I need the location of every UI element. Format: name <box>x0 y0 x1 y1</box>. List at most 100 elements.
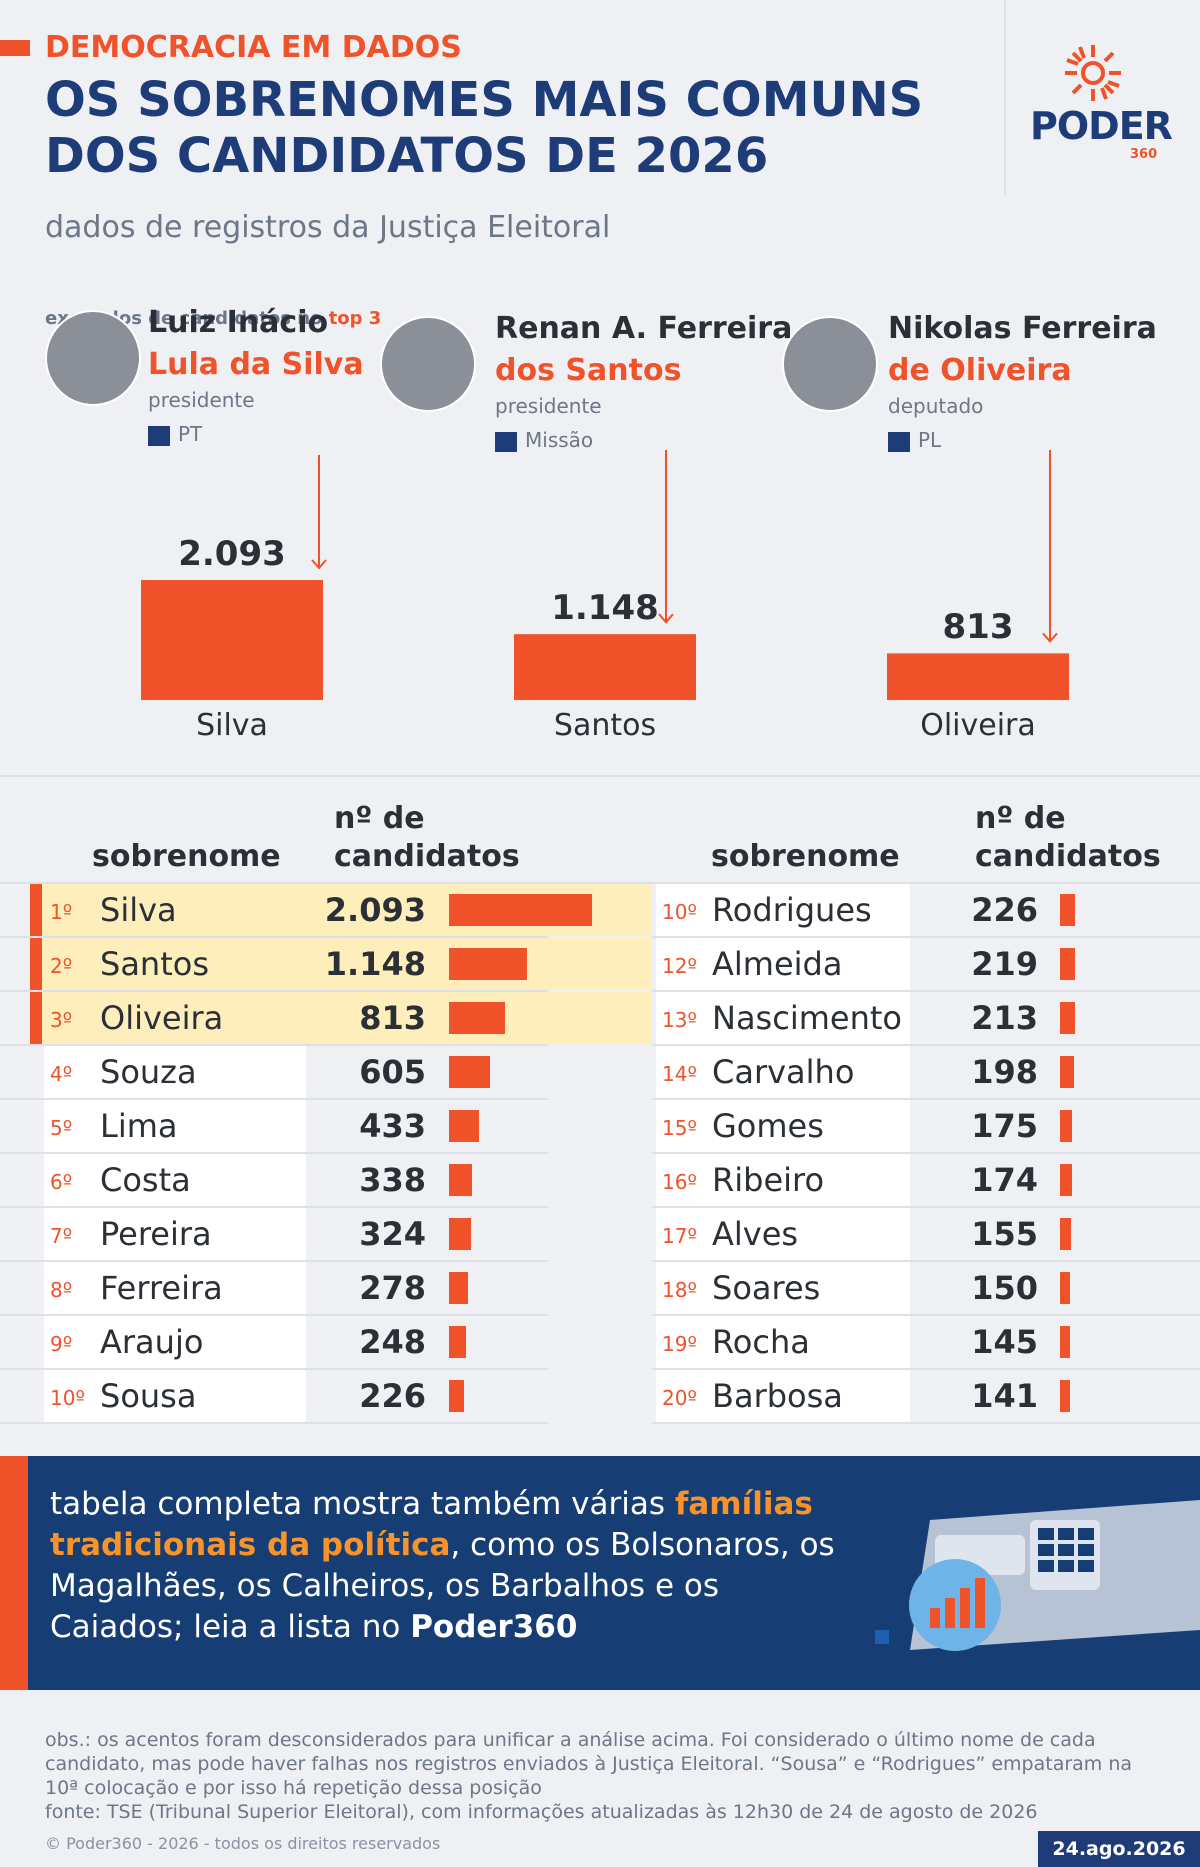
surname: Rocha <box>712 1323 810 1361</box>
count: 605 <box>359 1053 426 1091</box>
count: 155 <box>971 1215 1038 1253</box>
mini-bar <box>449 1272 468 1304</box>
photo <box>380 316 476 412</box>
illustration <box>875 1500 1200 1651</box>
row-line <box>0 1206 548 1208</box>
row-line <box>652 990 1200 992</box>
name-line: Nikolas Ferreira <box>888 311 1157 346</box>
party: PT <box>148 422 202 446</box>
rank: 8º <box>50 1278 73 1302</box>
text: tabela completa mostra também várias <box>50 1486 675 1522</box>
mini-bar <box>449 1002 505 1034</box>
category-label: Santos <box>553 708 657 743</box>
row-line <box>0 1422 548 1424</box>
count: 1.148 <box>324 945 426 983</box>
surname: Gomes <box>712 1107 824 1145</box>
rank: 2º <box>50 954 73 978</box>
copyright: © Poder360 - 2026 - todos os direitos re… <box>45 1834 441 1853</box>
bar <box>514 634 696 700</box>
rank: 7º <box>50 1224 73 1248</box>
name-line: Luiz Inácio <box>148 305 329 340</box>
party: PL <box>888 428 941 452</box>
rank: 10º <box>50 1386 85 1410</box>
mini-bar <box>449 894 592 926</box>
kicker-bar <box>0 40 30 56</box>
role: presidente <box>495 394 602 418</box>
column-header: nº de candidatos <box>334 801 520 874</box>
logo-sub: 360 <box>1130 147 1158 162</box>
mini-bar <box>449 948 528 980</box>
row-line <box>652 1098 1200 1100</box>
count: 175 <box>971 1107 1038 1145</box>
party-icon <box>148 425 170 446</box>
name-cell <box>44 1316 306 1368</box>
surname: Lima <box>100 1107 178 1145</box>
name-part: de <box>888 353 930 388</box>
name-cell <box>44 1370 306 1422</box>
date: 24.ago.2026 <box>1038 1831 1200 1867</box>
value-label: 813 <box>942 607 1014 648</box>
rank: 3º <box>50 1008 73 1032</box>
surname: Pereira <box>100 1215 212 1253</box>
surname: Barbosa <box>712 1377 843 1415</box>
surname: Santos <box>565 353 682 388</box>
rank: 17º <box>662 1224 697 1248</box>
row-line <box>652 1314 1200 1316</box>
mini-bar <box>449 1164 473 1196</box>
surname: Nascimento <box>712 999 902 1037</box>
rank: 6º <box>50 1170 73 1194</box>
count: 278 <box>359 1269 426 1307</box>
rank: 5º <box>50 1116 73 1140</box>
mini-bar <box>1060 894 1076 926</box>
name-cell <box>44 1154 306 1206</box>
category-label: Silva <box>196 708 268 743</box>
rank: 13º <box>662 1008 697 1032</box>
highlight-row <box>30 992 652 1044</box>
name-part: dos <box>495 353 555 388</box>
count: 338 <box>359 1161 426 1199</box>
link[interactable]: Poder360 <box>410 1609 578 1645</box>
column-header: sobrenome <box>711 839 900 874</box>
role: deputado <box>888 394 984 418</box>
surname: Oliveira <box>100 999 224 1037</box>
mini-bar <box>449 1110 479 1142</box>
name-cell <box>44 1208 306 1260</box>
name-cell <box>656 1100 910 1152</box>
party-icon <box>495 431 517 452</box>
row-line <box>0 990 548 992</box>
count: 324 <box>359 1215 426 1253</box>
highlight-stripe <box>30 884 42 936</box>
count: 219 <box>971 945 1038 983</box>
rank: 4º <box>50 1062 73 1086</box>
row-line <box>0 1368 548 1370</box>
rank: 16º <box>662 1170 697 1194</box>
rank: 18º <box>662 1278 697 1302</box>
surname: Alves <box>712 1215 799 1253</box>
rank: 12º <box>662 954 697 978</box>
surname: Costa <box>100 1161 191 1199</box>
arrow-head <box>1042 632 1058 643</box>
count: 2.093 <box>324 891 426 929</box>
count: 213 <box>971 999 1038 1037</box>
rank: 1º <box>50 900 73 924</box>
name-line: Lula da Silva <box>148 344 364 386</box>
name-line: de Oliveira <box>888 350 1157 392</box>
surname: Oliveira <box>940 353 1072 388</box>
row-line <box>0 1314 548 1316</box>
mini-bar <box>449 1056 491 1088</box>
row-line <box>0 1152 548 1154</box>
count: 174 <box>971 1161 1038 1199</box>
name-cell <box>44 1262 306 1314</box>
count: 145 <box>971 1323 1038 1361</box>
rank: 20º <box>662 1386 697 1410</box>
count: 150 <box>971 1269 1038 1307</box>
surname: Ribeiro <box>712 1161 825 1199</box>
rank: 15º <box>662 1116 697 1140</box>
highlight-stripe <box>30 992 42 1044</box>
arrow-head <box>658 613 674 624</box>
count: 433 <box>359 1107 426 1145</box>
mini-bar <box>1060 1002 1075 1034</box>
row-line <box>0 936 548 938</box>
name-line: Renan A. Ferreira <box>495 311 793 346</box>
